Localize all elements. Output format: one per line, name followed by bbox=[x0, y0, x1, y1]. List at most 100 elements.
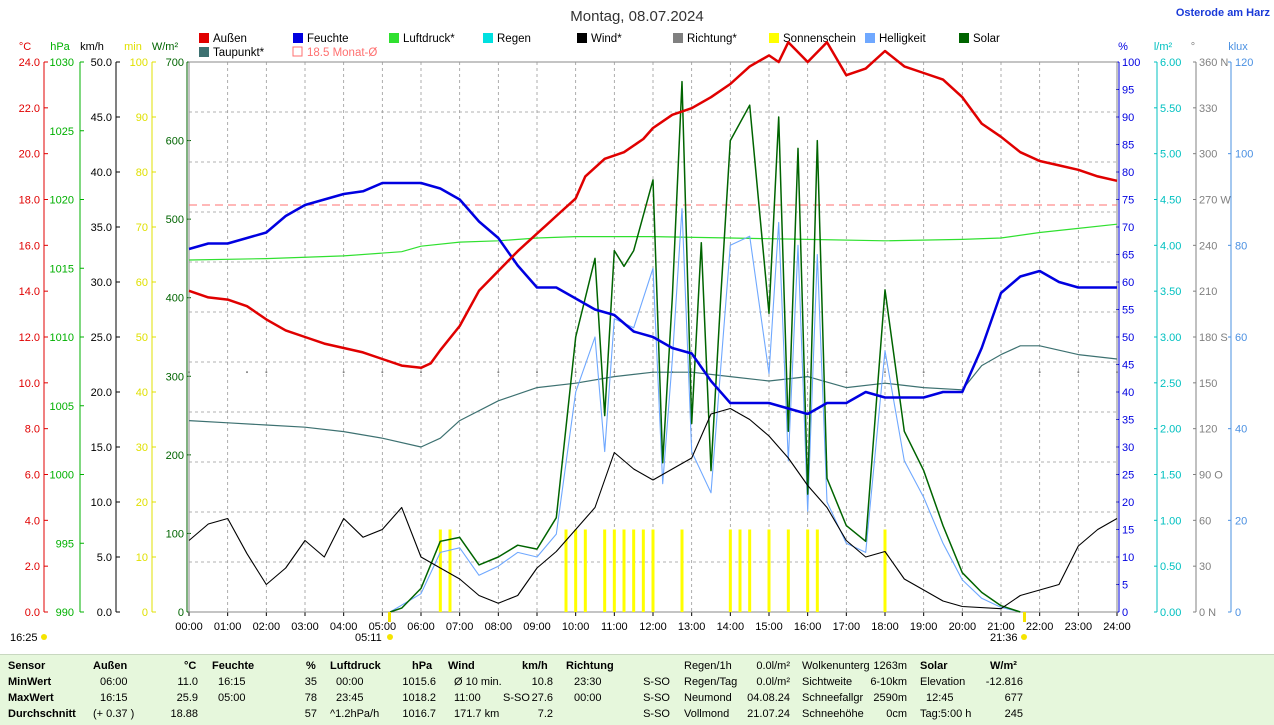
stats-regen-r4-label: Vollmond bbox=[684, 708, 730, 720]
wind-direction-point bbox=[1077, 371, 1080, 374]
stats-feuchte-avg: 57 bbox=[304, 708, 317, 720]
sunset-marker bbox=[1021, 634, 1027, 640]
right-axis-unit: klux bbox=[1228, 41, 1248, 53]
stats-solar-unit: W/m² bbox=[990, 660, 1017, 672]
x-axis-tick-label: 00:00 bbox=[175, 621, 203, 633]
x-axis-tick-label: 05:00 bbox=[369, 621, 397, 633]
stats-wind-min-label: Ø 10 min. bbox=[454, 676, 502, 688]
stats-wolken-r3-label: Schneefallgr bbox=[802, 692, 864, 704]
right-axis-tick-label: 40 bbox=[1235, 424, 1247, 436]
legend-label: Luftdruck* bbox=[403, 33, 455, 45]
stats-feuchte-max-time: 05:00 bbox=[218, 692, 246, 704]
left-axis-unit: hPa bbox=[50, 41, 70, 53]
left-axis-tick-label: 500 bbox=[166, 214, 184, 226]
stats-wolken-r4-label: Schneehöhe bbox=[802, 708, 864, 720]
left-axis-unit: km/h bbox=[80, 41, 104, 53]
legend-label: Helligkeit bbox=[879, 33, 926, 45]
stats-richtung-min-time: 23:30 bbox=[574, 676, 602, 688]
stats-luftdruck-avg: 1016.7 bbox=[402, 708, 436, 720]
left-axis-tick-label: 80 bbox=[136, 167, 148, 179]
left-axis-tick-label: 1005 bbox=[50, 401, 74, 413]
left-axis-tick-label: 1010 bbox=[50, 332, 74, 344]
wind-direction-point bbox=[961, 371, 964, 374]
x-axis-tick-label: 20:00 bbox=[949, 621, 977, 633]
right-axis-tick-label: 0.50 bbox=[1160, 561, 1181, 573]
right-axis-tick-label: 4.50 bbox=[1160, 195, 1181, 207]
left-axis-tick-label: 0.0 bbox=[25, 607, 40, 619]
right-axis-tick-label: 5 bbox=[1122, 580, 1128, 592]
x-axis-tick-label: 22:00 bbox=[1026, 621, 1054, 633]
x-axis-tick-label: 10:00 bbox=[562, 621, 590, 633]
right-axis-tick-label: 240 bbox=[1199, 240, 1217, 252]
stats-wind-avg: 7.2 bbox=[537, 708, 553, 720]
sunshine-bar bbox=[448, 529, 452, 612]
stats-wolken-r1-label: Wolkenunterg bbox=[802, 660, 870, 672]
stats-wolken-r4: 0cm bbox=[886, 708, 907, 720]
legend-label: Feuchte bbox=[307, 33, 349, 45]
wind-direction-point bbox=[265, 371, 268, 374]
left-axis-tick-label: 1025 bbox=[50, 126, 74, 138]
stats-avg-label: Durchschnitt bbox=[8, 708, 76, 720]
stats-wind-max-time: 11:00 bbox=[454, 692, 481, 704]
wind-direction-point bbox=[497, 371, 500, 374]
right-axis-tick-label: 150 bbox=[1199, 378, 1217, 390]
stats-solar-r2-label: 12:45 bbox=[926, 692, 954, 704]
left-axis-tick-label: 25.0 bbox=[91, 332, 112, 344]
right-axis-tick-label: 80 bbox=[1235, 240, 1247, 252]
stats-wolken-r2-label: Sichtweite bbox=[802, 676, 853, 688]
left-axis-tick-label: 24.0 bbox=[19, 57, 40, 69]
stats-luftdruck-title: Luftdruck bbox=[330, 660, 381, 672]
right-axis-tick-label: 90 O bbox=[1199, 470, 1223, 482]
left-axis-tick-label: 990 bbox=[56, 607, 74, 619]
legend-label: Sonnenschein bbox=[783, 33, 856, 45]
sunshine-bar bbox=[612, 529, 616, 612]
left-axis-tick-label: 22.0 bbox=[19, 103, 40, 115]
stats-min-label: MinWert bbox=[8, 676, 52, 688]
wind-direction-point bbox=[1116, 371, 1118, 374]
left-axis-tick-label: 60 bbox=[136, 277, 148, 289]
right-axis-tick-label: 10 bbox=[1122, 552, 1134, 564]
x-axis-tick-label: 24:00 bbox=[1103, 621, 1131, 633]
legend-marker bbox=[199, 47, 209, 57]
right-axis-tick-label: 3.00 bbox=[1160, 332, 1181, 344]
axes: °C 0.0 2.0 4.0 6.0 8.0 10.0 12.0 14.0 16.0 18.0 20.… bbox=[19, 41, 1254, 633]
x-axis-tick-label: 19:00 bbox=[910, 621, 938, 633]
left-axis-unit: W/m² bbox=[152, 41, 179, 53]
stats-luftdruck-max-time: 23:45 bbox=[336, 692, 364, 704]
x-axis-tick-label: 06:00 bbox=[407, 621, 435, 633]
stats-luftdruck-unit: hPa bbox=[412, 660, 433, 672]
stats-wind-max-dir: S-SO bbox=[503, 692, 530, 704]
right-axis-tick-label: 30 bbox=[1199, 561, 1211, 573]
x-axis-tick-label: 09:00 bbox=[523, 621, 551, 633]
left-axis-tick-label: 100 bbox=[130, 57, 148, 69]
wind-direction-point bbox=[420, 371, 422, 374]
legend-marker bbox=[292, 46, 303, 57]
left-axis-tick-label: 20 bbox=[136, 497, 148, 509]
right-axis-unit: ° bbox=[1191, 41, 1195, 53]
wind-direction-point bbox=[845, 371, 848, 374]
sunshine-bar bbox=[767, 529, 771, 612]
legend-marker bbox=[577, 33, 587, 43]
right-axis-unit: l/m² bbox=[1154, 41, 1173, 53]
left-axis-tick-label: 20.0 bbox=[91, 387, 112, 399]
right-axis-tick-label: 75 bbox=[1122, 195, 1134, 207]
left-axis-tick-label: 2.0 bbox=[25, 561, 40, 573]
right-axis-tick-label: 100 bbox=[1122, 57, 1140, 69]
series-wind-line bbox=[188, 407, 1118, 610]
stats-wind-min: 10.8 bbox=[531, 676, 553, 688]
left-axis-tick-label: 0 bbox=[142, 607, 148, 619]
sunshine-bar bbox=[641, 529, 645, 612]
right-axis-tick-label: 360 N bbox=[1199, 57, 1228, 69]
stats-feuchte-max: 78 bbox=[304, 692, 317, 704]
legend-label: Regen bbox=[497, 33, 531, 45]
stats-aussen-avg-note: (+ 0.37 ) bbox=[93, 708, 135, 720]
stats-feuchte-min: 35 bbox=[304, 676, 317, 688]
stats-wolken-r1: 1263m bbox=[873, 660, 907, 672]
stats-max-label: MaxWert bbox=[8, 692, 54, 704]
stats-aussen-title: Außen bbox=[93, 660, 128, 672]
series-taupunkt-line bbox=[188, 345, 1118, 448]
legend-marker bbox=[959, 33, 969, 43]
right-axis-tick-label: 55 bbox=[1122, 305, 1134, 317]
stats-regen-r1-label: Regen/1h bbox=[684, 660, 732, 672]
stats-aussen-min: 11.0 bbox=[177, 676, 198, 688]
